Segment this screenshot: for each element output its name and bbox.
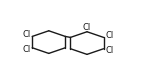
Text: Cl: Cl [105,31,114,40]
Text: Cl: Cl [105,46,114,55]
Text: Cl: Cl [22,30,30,39]
Text: Cl: Cl [22,45,30,54]
Text: Cl: Cl [83,23,91,32]
